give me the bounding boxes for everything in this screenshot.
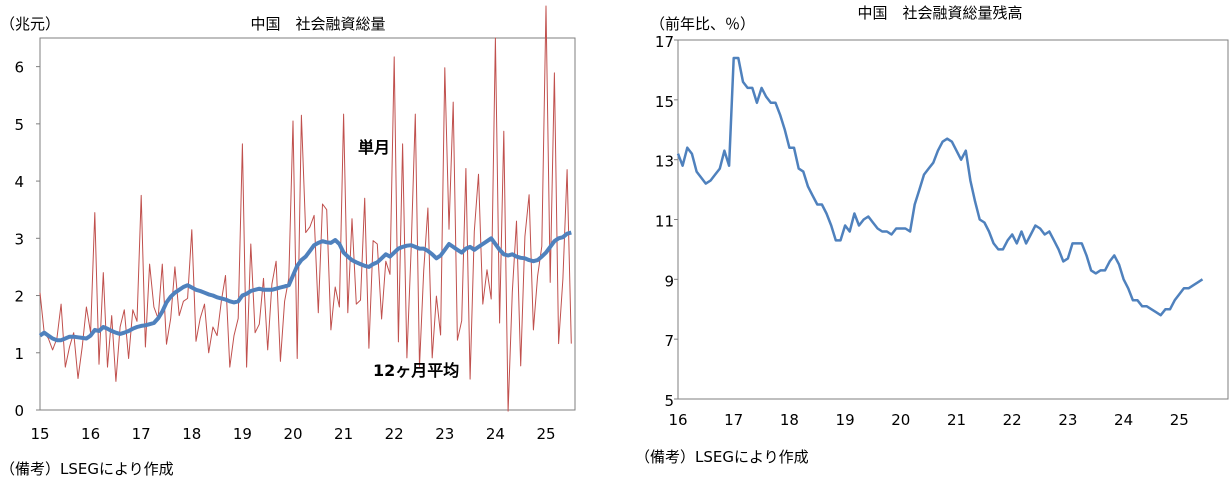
right-y-tick-label: 11 [655,213,674,231]
right-x-tick-label: 24 [1114,411,1133,429]
right-x-tick-label: 20 [891,411,910,429]
right-chart: （前年比、％） 中国 社会融資総量残高 5 7 9 11 13 15 17 16 17 18 19… [635,4,1229,466]
right-y-tick-label: 17 [655,33,674,51]
right-y-tick-label: 7 [664,332,674,350]
left-y-tick-label: 1 [14,345,24,363]
left-x-tick-label: 25 [536,425,555,443]
left-x-tick-label: 19 [233,425,252,443]
left-x-tick-label: 22 [385,425,404,443]
left-x-tick-label: 18 [182,425,201,443]
right-x-tick-label: 18 [780,411,799,429]
left-y-tick-label: 4 [14,173,24,191]
right-chart-title: 中国 社会融資総量残高 [857,4,1022,22]
left-x-tick-label: 24 [486,425,505,443]
right-x-tick-label: 25 [1170,411,1189,429]
left-x-tick-label: 23 [435,425,454,443]
right-y-tick-label: 15 [655,93,674,111]
monthly-series-line [39,5,572,412]
right-source-note: （備考）LSEGにより作成 [635,448,809,466]
right-x-tick-label: 17 [724,411,743,429]
right-x-tick-label: 21 [947,411,966,429]
left-chart-title: 中国 社会融資総量 [250,15,385,33]
right-x-axis: 16 17 18 19 20 21 22 23 24 25 [668,411,1188,429]
left-y-tick-label: 6 [14,59,24,77]
right-x-tick-label: 19 [836,411,855,429]
avg-series-annotation: 12ヶ月平均 [373,361,459,380]
right-x-tick-label: 22 [1003,411,1022,429]
left-plot-area [39,37,576,411]
monthly-series-annotation: 単月 [358,138,390,157]
left-y-tick-label: 3 [14,230,24,248]
left-x-tick-label: 21 [334,425,353,443]
left-x-tick-label: 17 [132,425,151,443]
right-x-tick-label: 23 [1058,411,1077,429]
right-series-group [676,56,1204,317]
left-y-axis: 0 1 2 3 4 5 6 [14,59,40,420]
left-source-note: （備考）LSEGにより作成 [0,460,174,478]
left-y-tick-label: 5 [14,116,24,134]
right-y-axis: 5 7 9 11 13 15 17 [655,33,678,410]
right-y-tick-label: 5 [664,392,674,410]
right-chart-panel: （前年比、％） 中国 社会融資総量残高 5 7 9 11 13 15 17 16 17 18 19… [615,0,1230,485]
balance-growth-series-line [676,56,1204,317]
left-y-tick-label: 2 [14,288,24,306]
avg-series-line [38,230,572,343]
left-unit-label: （兆元） [0,15,60,33]
left-series-group [38,5,572,412]
right-y-tick-label: 13 [655,153,674,171]
left-x-axis: 15 16 17 18 19 20 21 22 23 24 25 [30,425,555,443]
left-x-tick-label: 20 [283,425,302,443]
right-unit-label: （前年比、％） [650,15,755,33]
left-y-tick-label: 0 [14,402,24,420]
right-x-tick-label: 16 [668,411,687,429]
left-x-tick-label: 15 [30,425,49,443]
left-x-tick-label: 16 [81,425,100,443]
right-y-tick-label: 9 [664,272,674,290]
